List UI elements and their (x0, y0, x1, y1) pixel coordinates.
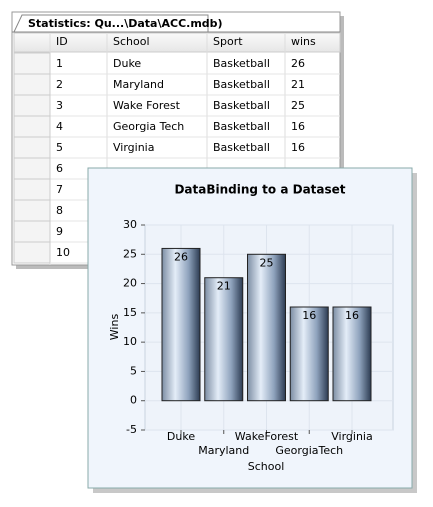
row-header (13, 241, 51, 264)
column-header: School (113, 35, 150, 48)
x-tick-label: Duke (167, 430, 195, 443)
bar (289, 306, 329, 402)
data-label: 26 (174, 250, 188, 263)
cell: 7 (56, 183, 63, 196)
row-header (13, 73, 51, 96)
cell: 5 (56, 141, 63, 154)
y-tick-label: 15 (123, 306, 137, 319)
y-axis-label: Wins (108, 314, 121, 341)
y-tick-label: 10 (123, 335, 137, 348)
cell: 4 (56, 120, 63, 133)
cell: 8 (56, 204, 63, 217)
cell: 2 (56, 78, 63, 91)
bar (247, 253, 286, 402)
y-tick-label: 0 (130, 394, 137, 407)
cell: Duke (113, 57, 141, 70)
cell: 9 (56, 225, 63, 238)
y-tick-label: 30 (123, 218, 137, 231)
header-row (13, 32, 341, 53)
x-axis-label: School (248, 460, 285, 473)
x-tick-label: GeorgiaTech (275, 444, 343, 457)
cell: Basketball (213, 57, 270, 70)
tab-title: Statistics: Qu...\Data\ACC.mdb) (28, 17, 223, 30)
row-header (13, 157, 51, 180)
cell: 10 (56, 246, 70, 259)
y-tick-label: -5 (126, 423, 137, 436)
cell: Basketball (213, 78, 270, 91)
y-tick-label: 25 (123, 247, 137, 260)
cell: 16 (291, 120, 305, 133)
row-header (13, 220, 51, 243)
cell: Basketball (213, 141, 270, 154)
y-tick-label: 5 (130, 364, 137, 377)
bar (204, 277, 244, 402)
column-header: wins (291, 35, 316, 48)
row-header (13, 115, 51, 138)
x-tick-label: WakeForest (235, 430, 299, 443)
row-header (13, 94, 51, 117)
y-tick-label: 20 (123, 277, 137, 290)
row-header (13, 52, 51, 75)
cell: 6 (56, 162, 63, 175)
cell: Maryland (113, 78, 164, 91)
chart-panel: DataBinding to a Dataset School Wins -5 0… (87, 167, 417, 493)
table-window: Statistics: Qu...\Data\ACC.mdb) ID School… (11, 11, 344, 269)
cell: Wake Forest (113, 99, 181, 112)
bar (161, 247, 201, 402)
bar (332, 306, 372, 402)
x-tick-label: Virginia (331, 430, 372, 443)
column-header: Sport (213, 35, 243, 48)
cell: 1 (56, 57, 63, 70)
cell: 16 (291, 141, 305, 154)
cell: 25 (291, 99, 305, 112)
column-header: ID (56, 35, 68, 48)
data-label: 16 (345, 309, 359, 322)
chart-title: DataBinding to a Dataset (174, 183, 345, 197)
cell: Georgia Tech (113, 120, 184, 133)
x-tick-label: Maryland (198, 444, 249, 457)
cell: Virginia (113, 141, 154, 154)
cell: Basketball (213, 99, 270, 112)
data-label: 21 (217, 280, 231, 293)
row-header (13, 178, 51, 201)
cell: Basketball (213, 120, 270, 133)
data-label: 16 (302, 309, 316, 322)
cell: 26 (291, 57, 305, 70)
row-header (13, 199, 51, 222)
row-header (13, 136, 51, 159)
cell: 3 (56, 99, 63, 112)
cell: 21 (291, 78, 305, 91)
data-label: 25 (260, 256, 274, 269)
